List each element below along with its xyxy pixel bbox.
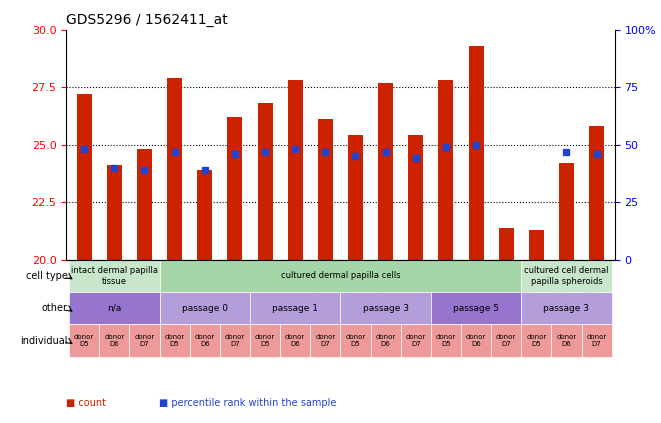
Bar (522, 292, 611, 324)
Bar (589, 126, 604, 260)
Text: donor
D6: donor D6 (466, 334, 486, 347)
Text: cell type: cell type (26, 271, 67, 281)
Text: intact dermal papilla
tissue: intact dermal papilla tissue (71, 266, 158, 286)
Bar (167, 78, 182, 260)
Bar (431, 324, 461, 357)
Bar (280, 324, 310, 357)
Bar (69, 260, 159, 292)
Bar (310, 324, 340, 357)
Text: passage 5: passage 5 (453, 304, 499, 313)
Bar (69, 324, 99, 357)
Text: passage 1: passage 1 (272, 304, 318, 313)
Bar (401, 324, 431, 357)
Text: donor
D7: donor D7 (315, 334, 336, 347)
Bar (197, 170, 212, 260)
Bar (340, 324, 371, 357)
Bar (559, 163, 574, 260)
Bar (522, 260, 611, 292)
Text: passage 0: passage 0 (182, 304, 228, 313)
Text: donor
D7: donor D7 (406, 334, 426, 347)
Text: donor
D7: donor D7 (225, 334, 245, 347)
Bar (77, 94, 92, 260)
Text: donor
D5: donor D5 (255, 334, 275, 347)
Bar (348, 135, 363, 260)
Text: n/a: n/a (107, 304, 122, 313)
Text: donor
D5: donor D5 (526, 334, 547, 347)
Text: donor
D5: donor D5 (74, 334, 95, 347)
Bar (378, 82, 393, 260)
Bar (461, 324, 491, 357)
Text: GDS5296 / 1562411_at: GDS5296 / 1562411_at (66, 13, 228, 27)
Bar (159, 324, 190, 357)
Bar (288, 80, 303, 260)
Bar (582, 324, 611, 357)
Text: ■ percentile rank within the sample: ■ percentile rank within the sample (159, 398, 336, 408)
Bar (491, 324, 522, 357)
Bar (227, 117, 243, 260)
Text: donor
D7: donor D7 (134, 334, 155, 347)
Bar (130, 324, 159, 357)
Text: donor
D5: donor D5 (436, 334, 456, 347)
Text: donor
D5: donor D5 (165, 334, 184, 347)
Bar (159, 292, 250, 324)
Bar (438, 80, 453, 260)
Bar (190, 324, 220, 357)
Text: donor
D6: donor D6 (194, 334, 215, 347)
Text: individual: individual (20, 335, 67, 346)
Bar (318, 119, 333, 260)
Bar (69, 292, 159, 324)
Text: donor
D5: donor D5 (345, 334, 366, 347)
Text: passage 3: passage 3 (363, 304, 408, 313)
Bar (431, 292, 522, 324)
Bar (137, 149, 152, 260)
Text: donor
D7: donor D7 (496, 334, 516, 347)
Bar (250, 324, 280, 357)
Bar (551, 324, 582, 357)
Bar (529, 230, 544, 260)
Bar (159, 260, 522, 292)
Text: donor
D6: donor D6 (285, 334, 305, 347)
Bar (258, 103, 272, 260)
Bar (522, 324, 551, 357)
Bar (469, 46, 484, 260)
Text: donor
D7: donor D7 (586, 334, 607, 347)
Bar (99, 324, 130, 357)
Text: passage 3: passage 3 (543, 304, 590, 313)
Bar (498, 228, 514, 260)
Text: cultured cell dermal
papilla spheroids: cultured cell dermal papilla spheroids (524, 266, 609, 286)
Bar (220, 324, 250, 357)
Text: cultured dermal papilla cells: cultured dermal papilla cells (281, 272, 400, 280)
Bar (250, 292, 340, 324)
Text: ■ count: ■ count (66, 398, 106, 408)
Bar (408, 135, 423, 260)
Text: donor
D6: donor D6 (557, 334, 576, 347)
Text: other: other (42, 303, 67, 313)
Bar (340, 292, 431, 324)
Bar (107, 165, 122, 260)
Bar (371, 324, 401, 357)
Text: donor
D6: donor D6 (104, 334, 124, 347)
Text: donor
D6: donor D6 (375, 334, 396, 347)
